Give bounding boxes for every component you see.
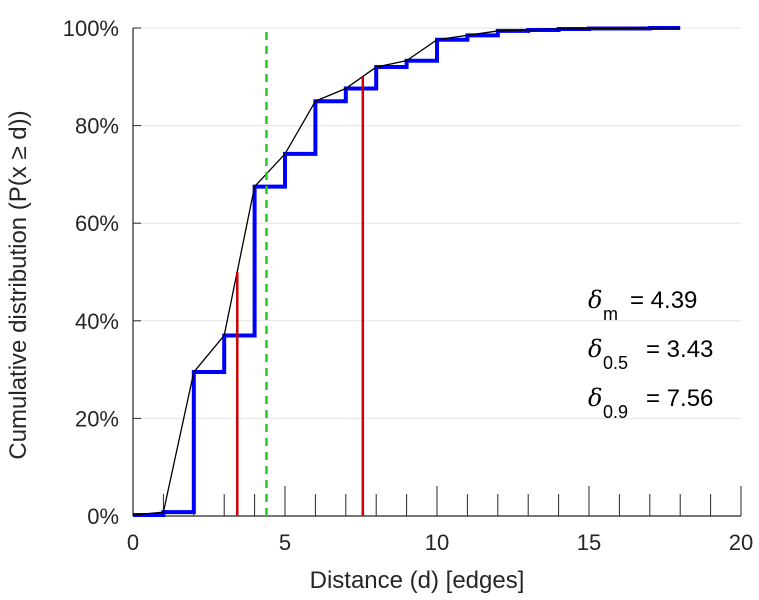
- annotation-subscript: 0.9: [603, 402, 628, 422]
- x-tick-label-0: 0: [127, 530, 139, 555]
- y-tick-label-40: 40%: [75, 309, 119, 334]
- x-tick-label-20: 20: [729, 530, 753, 555]
- grid-lines: [133, 27, 741, 419]
- annotation-0-5: δ 0.5 = 3.43: [588, 335, 713, 373]
- annotation-value: = 7.56: [646, 385, 713, 412]
- y-tick-label-100: 100%: [63, 16, 119, 41]
- annotation-value: = 3.43: [646, 336, 713, 363]
- annotation-m: δ m = 4.39: [588, 286, 697, 324]
- x-tick-label-15: 15: [577, 530, 601, 555]
- series-step-line: [133, 26, 681, 518]
- y-tick-label-80: 80%: [75, 114, 119, 139]
- y-tick-label-60: 60%: [75, 211, 119, 236]
- series-interpolated-line: [132, 27, 681, 516]
- y-axis-title: Cumulative distribution (P(x ≥ d)): [5, 110, 32, 459]
- annotation-symbol: δ: [588, 335, 602, 363]
- annotations: δ m = 4.39δ 0.5 = 3.43δ 0.9 = 7.56: [588, 286, 713, 422]
- y-tick-label-0: 0%: [87, 504, 119, 529]
- annotation-subscript: 0.5: [603, 353, 628, 373]
- y-tick-label-20: 20%: [75, 406, 119, 431]
- annotation-symbol: δ: [588, 384, 602, 412]
- annotation-value: = 4.39: [630, 287, 697, 314]
- x-tick-label-10: 10: [425, 530, 449, 555]
- x-tick-label-5: 5: [279, 530, 291, 555]
- axes: [132, 27, 742, 517]
- x-axis-title: Distance (d) [edges]: [310, 567, 525, 594]
- annotation-subscript: m: [603, 304, 618, 324]
- series: [132, 26, 681, 518]
- tick-labels: 0 5 10 15 20 0% 20% 40% 60% 80% 100%: [63, 16, 754, 555]
- annotation-symbol: δ: [588, 286, 602, 314]
- annotation-0-9: δ 0.9 = 7.56: [588, 384, 713, 422]
- vertical-markers: [236, 28, 365, 516]
